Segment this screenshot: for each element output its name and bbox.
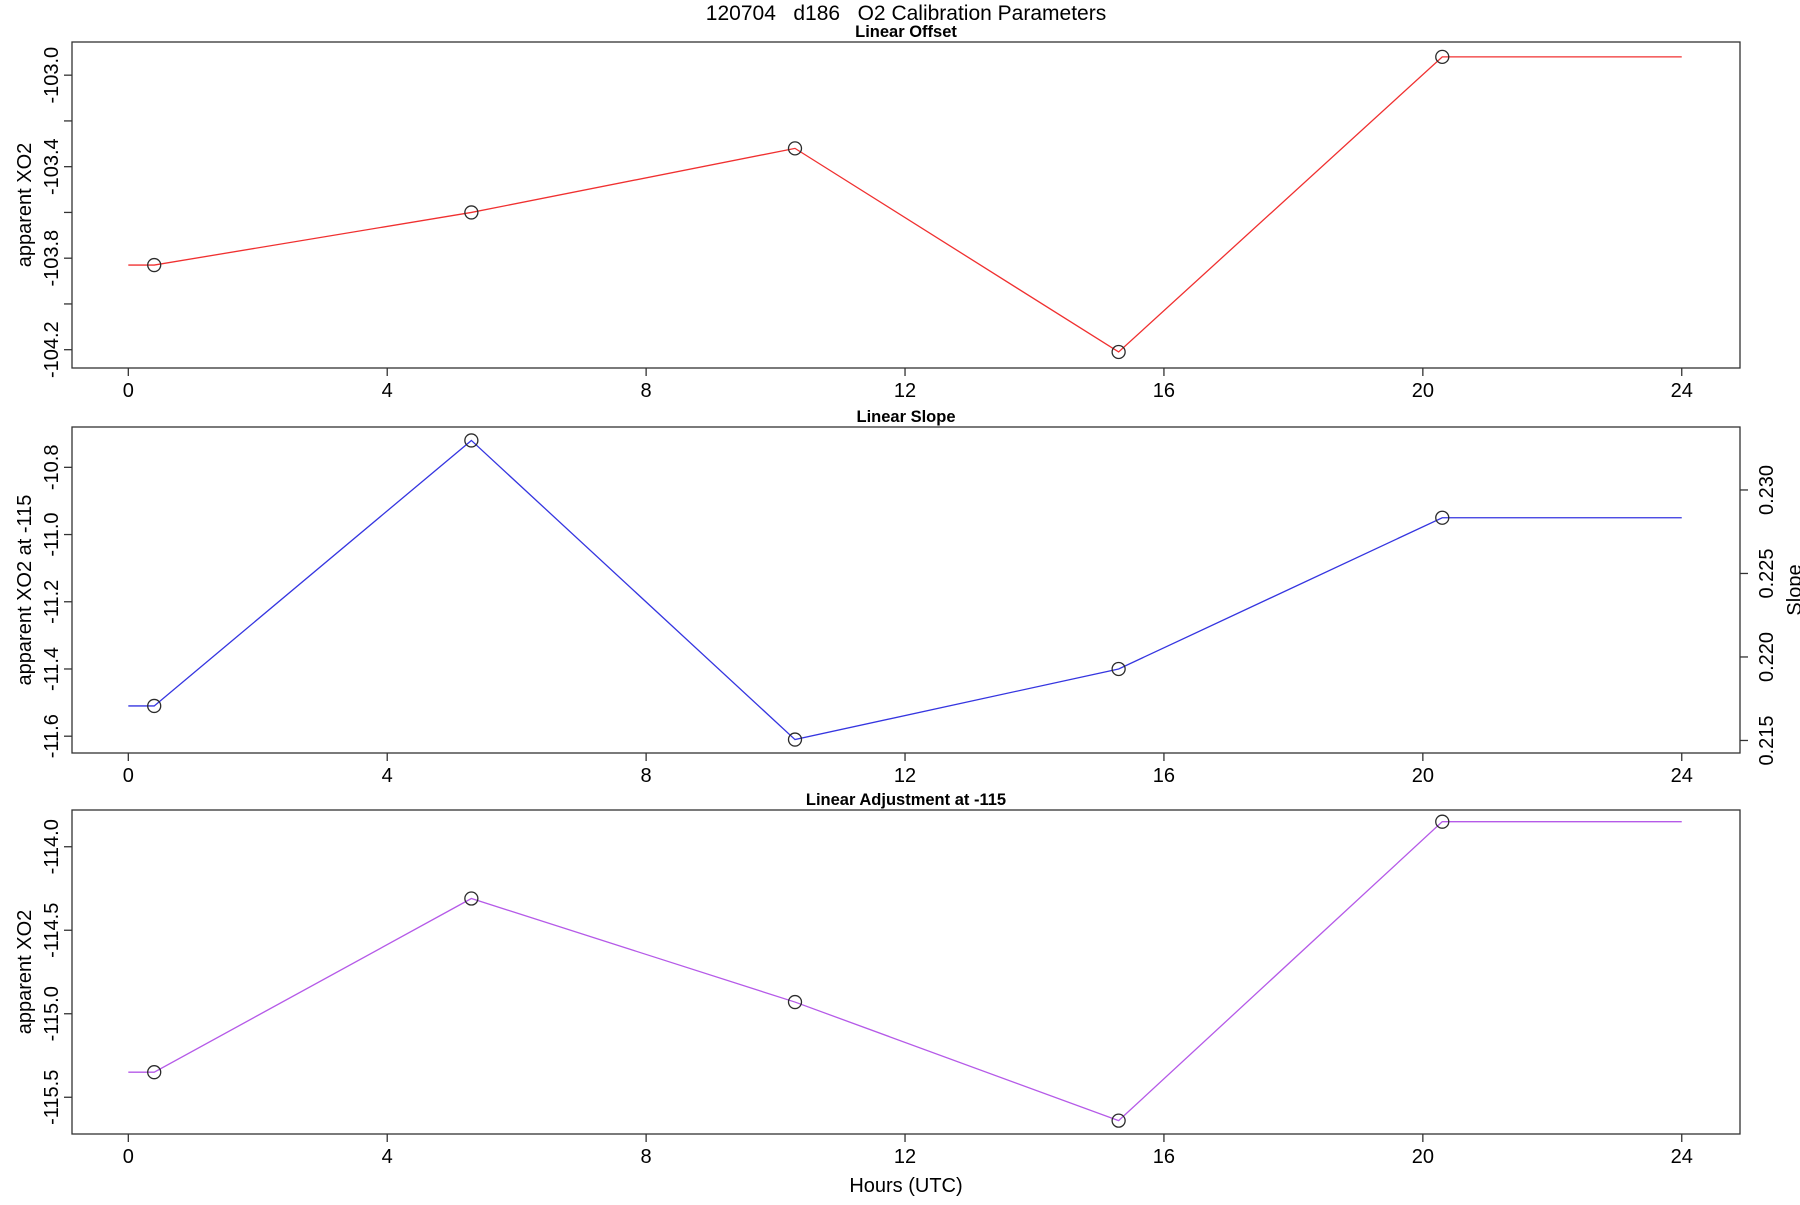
x-tick-label: 0 (123, 380, 134, 402)
y-tick-label: -11.4 (41, 647, 63, 691)
x-tick-label: 4 (382, 380, 393, 402)
data-point-marker (464, 433, 479, 448)
x-tick-label: 8 (641, 765, 652, 787)
y-tick-label: -115.0 (41, 986, 63, 1041)
panel-box (71, 426, 1741, 754)
right-tick-label: 0.230 (1756, 465, 1778, 515)
data-point-marker (1111, 1113, 1126, 1128)
panel-box (71, 809, 1741, 1135)
data-point-marker (147, 1065, 162, 1080)
series-line (128, 821, 1682, 1122)
data-point-marker (464, 205, 479, 220)
x-tick-label: 8 (641, 380, 652, 402)
data-point-marker (787, 141, 803, 156)
data-point-marker (1435, 814, 1450, 829)
y-tick-label: -103.0 (41, 47, 63, 104)
x-tick-label: 24 (1671, 380, 1693, 402)
x-tick-label: 24 (1671, 1146, 1693, 1168)
x-tick-label: 4 (382, 1146, 393, 1168)
main-title: 120704 d186 O2 Calibration Parameters (706, 2, 1106, 25)
x-tick-label: 16 (1153, 765, 1175, 787)
x-tick-label: 12 (894, 765, 916, 787)
series-line (128, 56, 1682, 353)
y-tick-label: -103.8 (41, 230, 63, 287)
y-tick-label: -103.4 (41, 138, 63, 195)
right-tick-label: 0.220 (1756, 632, 1778, 682)
x-tick-label: 16 (1153, 1146, 1175, 1168)
x-tick-label: 12 (894, 1146, 916, 1168)
y-tick-label: -10.8 (41, 445, 63, 491)
y-tick-label: -11.6 (41, 714, 63, 758)
panel-title-linear-offset: Linear Offset (855, 23, 957, 41)
y-tick-label: -11.0 (41, 512, 63, 556)
y-tick-label: -114.5 (41, 903, 63, 958)
data-point-marker (787, 732, 803, 747)
panel-title-linear-slope: Linear Slope (856, 408, 955, 426)
x-tick-label: 0 (123, 1146, 134, 1168)
data-point-marker (1111, 344, 1126, 360)
x-tick-label: 12 (894, 380, 916, 402)
y-axis-label-slope-right: Slope (1784, 564, 1800, 615)
x-axis-label: Hours (UTC) (849, 1175, 962, 1197)
x-tick-label: 8 (641, 1146, 652, 1168)
data-point-marker (1435, 49, 1450, 65)
x-tick-label: 0 (123, 765, 134, 787)
data-point-marker (464, 891, 479, 906)
data-point-marker (147, 698, 162, 714)
x-tick-label: 16 (1153, 380, 1175, 402)
right-tick-label: 0.225 (1756, 548, 1778, 598)
data-point-marker (787, 994, 803, 1010)
y-tick-label: -11.2 (41, 580, 63, 624)
series-line (128, 439, 1682, 741)
x-tick-label: 24 (1671, 765, 1693, 787)
x-tick-label: 4 (382, 765, 393, 787)
data-point-marker (1435, 510, 1450, 525)
y-axis-label-adjustment: apparent XO2 (14, 910, 36, 1035)
y-tick-label: -114.0 (41, 819, 63, 874)
x-tick-label: 20 (1412, 1146, 1434, 1168)
x-tick-label: 20 (1412, 380, 1434, 402)
data-point-marker (1111, 661, 1126, 677)
panel-title-linear-adjustment: Linear Adjustment at -115 (806, 791, 1006, 809)
y-tick-label: -104.2 (41, 321, 63, 378)
data-point-marker (147, 257, 162, 273)
x-tick-label: 20 (1412, 765, 1434, 787)
right-tick-label: 0.215 (1756, 715, 1778, 765)
y-tick-label: -115.5 (41, 1070, 63, 1125)
y-axis-label-offset: apparent XO2 (14, 143, 36, 268)
panel-box (71, 41, 1741, 369)
y-axis-label-slope-left: apparent XO2 at -115 (14, 495, 36, 686)
